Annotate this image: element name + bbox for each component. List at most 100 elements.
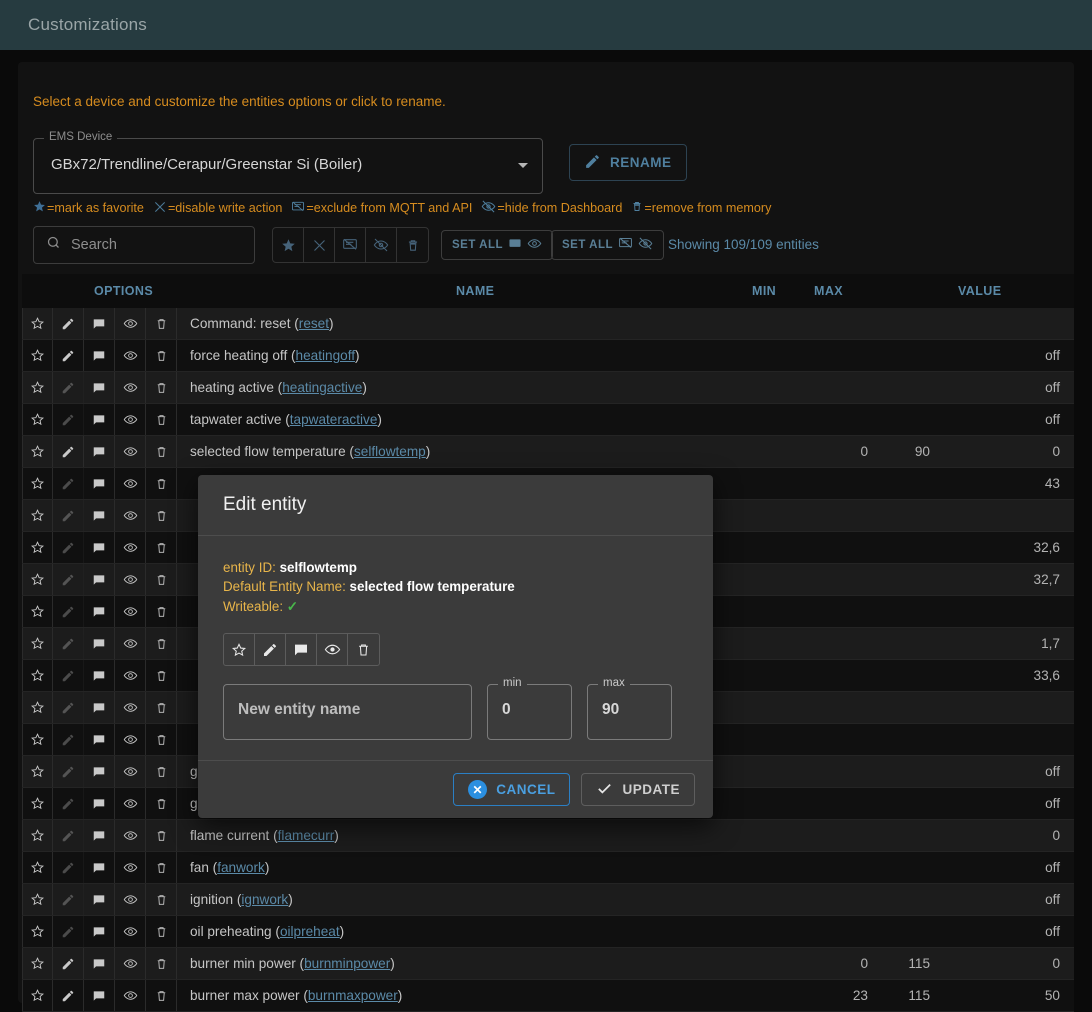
trash-icon[interactable]: [146, 500, 177, 531]
entity-id-link[interactable]: burnmaxpower: [307, 988, 398, 1003]
device-select[interactable]: EMS Device GBx72/Trendline/Cerapur/Green…: [33, 131, 543, 194]
star-outline-icon[interactable]: [22, 404, 53, 435]
eye-off-icon-button[interactable]: [366, 228, 397, 262]
eye-icon[interactable]: [115, 468, 146, 499]
trash-icon[interactable]: [146, 948, 177, 979]
comment-icon[interactable]: [84, 404, 115, 435]
eye-icon[interactable]: [115, 500, 146, 531]
eye-icon[interactable]: [115, 692, 146, 723]
trash-icon[interactable]: [146, 468, 177, 499]
rename-button[interactable]: RENAME: [569, 144, 687, 181]
star-outline-icon[interactable]: [22, 820, 53, 851]
trash-icon[interactable]: [146, 820, 177, 851]
write-disabled-icon-button[interactable]: [304, 228, 335, 262]
eye-icon[interactable]: [115, 628, 146, 659]
star-outline-icon-button[interactable]: [224, 634, 255, 666]
star-outline-icon[interactable]: [22, 500, 53, 531]
trash-icon[interactable]: [146, 372, 177, 403]
table-row[interactable]: burner min power (burnminpower) 0 115 0: [22, 948, 1074, 980]
trash-icon[interactable]: [146, 628, 177, 659]
star-filled-icon-button[interactable]: [273, 228, 304, 262]
pencil-icon[interactable]: [53, 980, 84, 1011]
star-outline-icon[interactable]: [22, 724, 53, 755]
pencil-icon[interactable]: [53, 436, 84, 467]
eye-icon[interactable]: [115, 532, 146, 563]
eye-icon[interactable]: [115, 852, 146, 883]
eye-icon[interactable]: [115, 884, 146, 915]
eye-icon[interactable]: [115, 308, 146, 339]
chevron-down-icon[interactable]: [518, 163, 528, 168]
entity-id-link[interactable]: tapwateractive: [289, 412, 378, 427]
comment-icon[interactable]: [84, 468, 115, 499]
eye-icon[interactable]: [115, 596, 146, 627]
comment-icon[interactable]: [84, 372, 115, 403]
trash-icon-button[interactable]: [397, 228, 428, 262]
trash-icon[interactable]: [146, 756, 177, 787]
eye-icon[interactable]: [115, 404, 146, 435]
comment-icon[interactable]: [84, 852, 115, 883]
star-outline-icon[interactable]: [22, 340, 53, 371]
eye-icon[interactable]: [115, 564, 146, 595]
trash-icon[interactable]: [146, 724, 177, 755]
comment-icon[interactable]: [84, 980, 115, 1011]
comment-icon[interactable]: [84, 596, 115, 627]
star-outline-icon[interactable]: [22, 660, 53, 691]
entity-id-link[interactable]: heatingactive: [282, 380, 363, 395]
star-outline-icon[interactable]: [22, 852, 53, 883]
eye-icon[interactable]: [115, 916, 146, 947]
comment-excluded-icon-button[interactable]: [335, 228, 366, 262]
trash-icon[interactable]: [146, 404, 177, 435]
entity-id-link[interactable]: oilpreheat: [279, 924, 340, 939]
eye-icon[interactable]: [115, 436, 146, 467]
entity-id-link[interactable]: ignwork: [241, 892, 289, 907]
trash-icon[interactable]: [146, 916, 177, 947]
comment-icon[interactable]: [84, 820, 115, 851]
pencil-icon[interactable]: [53, 308, 84, 339]
star-outline-icon[interactable]: [22, 692, 53, 723]
trash-icon[interactable]: [146, 340, 177, 371]
entity-id-link[interactable]: heatingoff: [295, 348, 356, 363]
table-row[interactable]: oil preheating (oilpreheat) off: [22, 916, 1074, 948]
eye-icon[interactable]: [115, 948, 146, 979]
search-input[interactable]: Search: [33, 226, 255, 264]
star-outline-icon[interactable]: [22, 308, 53, 339]
comment-icon-button[interactable]: [286, 634, 317, 666]
table-row[interactable]: heating active (heatingactive) off: [22, 372, 1074, 404]
star-outline-icon[interactable]: [22, 628, 53, 659]
trash-icon[interactable]: [146, 596, 177, 627]
eye-icon[interactable]: [115, 724, 146, 755]
comment-icon[interactable]: [84, 788, 115, 819]
new-entity-name-input[interactable]: New entity name: [223, 684, 472, 741]
table-row[interactable]: burner max power (burnmaxpower) 23 115 50: [22, 980, 1074, 1012]
entity-id-link[interactable]: selflowtemp: [353, 444, 426, 459]
star-outline-icon[interactable]: [22, 948, 53, 979]
table-row[interactable]: tapwater active (tapwateractive) off: [22, 404, 1074, 436]
cancel-button[interactable]: ✕ CANCEL: [453, 773, 571, 807]
star-outline-icon[interactable]: [22, 436, 53, 467]
star-outline-icon[interactable]: [22, 756, 53, 787]
pencil-icon-button[interactable]: [255, 634, 286, 666]
trash-icon[interactable]: [146, 308, 177, 339]
table-row[interactable]: fan (fanwork) off: [22, 852, 1074, 884]
table-row[interactable]: force heating off (heatingoff) off: [22, 340, 1074, 372]
eye-icon[interactable]: [115, 660, 146, 691]
entity-id-link[interactable]: burnminpower: [304, 956, 391, 971]
table-row[interactable]: selected flow temperature (selflowtemp) 0…: [22, 436, 1074, 468]
pencil-icon[interactable]: [53, 340, 84, 371]
comment-icon[interactable]: [84, 436, 115, 467]
comment-icon[interactable]: [84, 660, 115, 691]
comment-icon[interactable]: [84, 948, 115, 979]
comment-icon[interactable]: [84, 724, 115, 755]
eye-icon[interactable]: [115, 756, 146, 787]
comment-icon[interactable]: [84, 340, 115, 371]
entity-id-link[interactable]: reset: [298, 316, 330, 331]
update-button[interactable]: UPDATE: [581, 773, 695, 807]
entity-id-link[interactable]: flamecurr: [277, 828, 335, 843]
table-row[interactable]: ignition (ignwork) off: [22, 884, 1074, 916]
trash-icon[interactable]: [146, 564, 177, 595]
comment-icon[interactable]: [84, 532, 115, 563]
star-outline-icon[interactable]: [22, 596, 53, 627]
comment-icon[interactable]: [84, 564, 115, 595]
eye-icon-button[interactable]: [317, 634, 348, 666]
set-all-exclude-button[interactable]: SET ALL: [441, 230, 553, 260]
